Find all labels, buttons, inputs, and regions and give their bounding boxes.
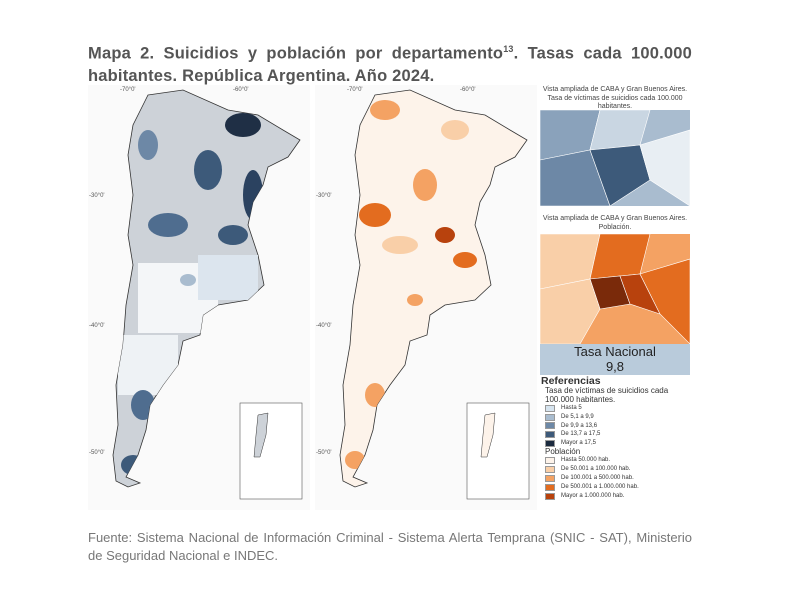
legend-title: Referencias bbox=[541, 375, 601, 387]
departments bbox=[118, 113, 263, 475]
department bbox=[453, 252, 477, 268]
department bbox=[407, 294, 423, 306]
department bbox=[225, 113, 261, 137]
legend-label: De 9,9 a 13,6 bbox=[561, 422, 598, 429]
swatch bbox=[545, 404, 555, 412]
title-text: . Tasas cada 100.000 habitantes. Repúbli… bbox=[88, 44, 692, 85]
legend-label: De 13,7 a 17,5 bbox=[561, 431, 601, 438]
department bbox=[148, 213, 188, 237]
national-rate: Tasa Nacional 9,8 bbox=[540, 344, 690, 375]
zoom-caption: Vista ampliada de CABA y Gran Buenos Air… bbox=[542, 215, 688, 231]
inset-frame bbox=[239, 402, 303, 500]
legend-section-title: Tasa de víctimas de suicidios cada 100.0… bbox=[545, 386, 669, 404]
inset-shape bbox=[480, 412, 496, 458]
national-rate-label: Tasa Nacional bbox=[574, 344, 656, 359]
zoom-area bbox=[540, 278, 601, 344]
legend-item: De 13,7 a 17,5 bbox=[545, 430, 691, 439]
legend-label: De 5,1 a 9,9 bbox=[561, 413, 594, 420]
legend-item: De 5,1 a 9,9 bbox=[545, 413, 691, 422]
legend-item: Hasta 5 bbox=[545, 404, 691, 413]
swatch bbox=[545, 431, 555, 439]
department bbox=[382, 236, 418, 254]
swatch bbox=[545, 422, 555, 430]
inset-shape bbox=[253, 412, 269, 458]
legend-label: Mayor a 1.000.000 hab. bbox=[561, 492, 625, 499]
department bbox=[359, 203, 391, 227]
zoom-caption: Vista ampliada de CABA y Gran Buenos Air… bbox=[542, 86, 688, 110]
zoom-area bbox=[639, 129, 690, 206]
legend-item: Mayor a 17,5 bbox=[545, 439, 691, 448]
department bbox=[435, 227, 455, 243]
legend-label: Mayor a 17,5 bbox=[561, 440, 597, 447]
title: Mapa 2. Suicidios y población por depart… bbox=[88, 38, 692, 87]
department bbox=[218, 225, 248, 245]
lat-label: -30°0' bbox=[89, 193, 105, 199]
legend-item: Mayor a 1.000.000 hab. bbox=[545, 492, 691, 501]
footnote-ref: 13 bbox=[503, 44, 514, 54]
swatch bbox=[545, 413, 555, 421]
national-rate-value: 9,8 bbox=[605, 359, 625, 374]
lat-label: -30°0' bbox=[316, 193, 332, 199]
zoom-map-rates bbox=[540, 110, 690, 206]
legend: Referencias Tasa de víctimas de suicidio… bbox=[541, 376, 691, 500]
legend-item: Hasta 50.000 hab. bbox=[545, 456, 691, 465]
inset-frame bbox=[466, 402, 530, 500]
legend-item: De 100.001 a 500.000 hab. bbox=[545, 474, 691, 483]
lon-label: -70°0' bbox=[120, 87, 136, 93]
lon-label: -60°0' bbox=[233, 87, 249, 93]
swatch bbox=[545, 466, 555, 474]
swatch bbox=[545, 492, 555, 500]
legend-item: De 9,9 a 13,6 bbox=[545, 422, 691, 431]
swatch bbox=[545, 440, 555, 448]
legend-label: Hasta 50.000 hab. bbox=[561, 457, 611, 464]
department bbox=[194, 150, 222, 190]
title-text: Mapa 2. Suicidios y población por depart… bbox=[88, 44, 504, 63]
lon-label: -70°0' bbox=[347, 87, 363, 93]
zoom-area bbox=[639, 258, 690, 344]
lon-label: -60°0' bbox=[460, 87, 476, 93]
swatch bbox=[545, 483, 555, 491]
swatch bbox=[545, 457, 555, 465]
zoom-map-population bbox=[540, 234, 690, 344]
legend-section-title: Población bbox=[545, 446, 581, 456]
department bbox=[198, 255, 258, 300]
legend-label: De 50.001 a 100.000 hab. bbox=[561, 466, 631, 473]
department bbox=[180, 274, 196, 286]
department bbox=[441, 120, 469, 140]
zoom-area bbox=[540, 149, 611, 206]
legend-item: De 500.001 a 1.000.000 hab. bbox=[545, 483, 691, 492]
legend-label: De 100.001 a 500.000 hab. bbox=[561, 475, 634, 482]
map-population: -70°0' -60°0' -30°0' -40°0' -50°0' bbox=[315, 85, 537, 510]
lat-label: -50°0' bbox=[89, 450, 105, 456]
swatch bbox=[545, 474, 555, 482]
department bbox=[370, 100, 400, 120]
legend-label: De 500.001 a 1.000.000 hab. bbox=[561, 483, 639, 490]
lat-label: -50°0' bbox=[316, 450, 332, 456]
lat-label: -40°0' bbox=[316, 323, 332, 329]
legend-item: De 50.001 a 100.000 hab. bbox=[545, 465, 691, 474]
department bbox=[138, 130, 158, 160]
department bbox=[413, 169, 437, 201]
legend-label: Hasta 5 bbox=[561, 405, 582, 411]
lat-label: -40°0' bbox=[89, 323, 105, 329]
source: Fuente: Sistema Nacional de Información … bbox=[88, 530, 692, 563]
map-rates: -70°0' -60°0' -30°0' -40°0' -50°0' bbox=[88, 85, 310, 510]
